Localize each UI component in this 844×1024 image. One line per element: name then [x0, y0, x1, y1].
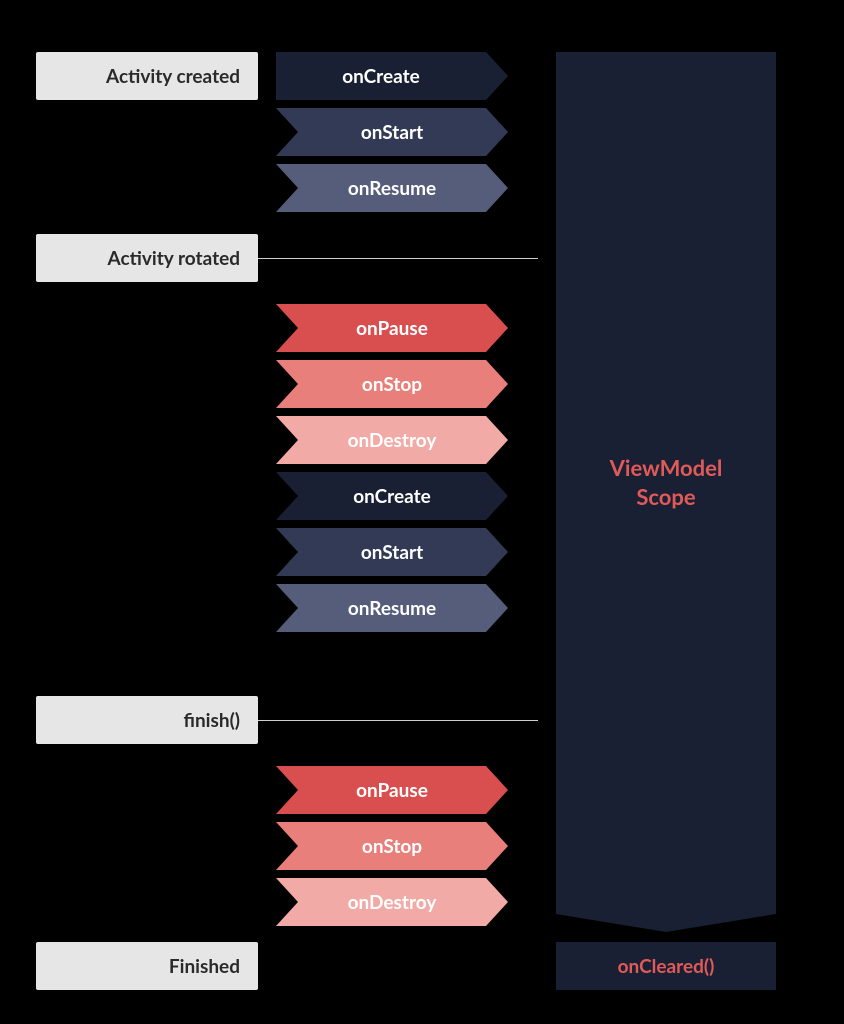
- lifecycle-arrow-label: onCreate: [342, 65, 420, 88]
- lifecycle-arrow-body: onDestroy: [276, 416, 486, 464]
- lifecycle-arrow: onStart: [276, 528, 508, 576]
- divider-line: [258, 720, 538, 721]
- arrow-tail-notch: [276, 584, 298, 632]
- arrow-tail-notch: [276, 108, 298, 156]
- lifecycle-arrow: onDestroy: [276, 416, 508, 464]
- viewmodel-scope-tip: [556, 914, 776, 932]
- event-label-text: Activity rotated: [108, 247, 240, 270]
- lifecycle-arrow-body: onResume: [276, 164, 486, 212]
- divider-line: [258, 258, 538, 259]
- arrow-tip: [486, 304, 508, 352]
- viewmodel-scope-box: ViewModelScope: [556, 52, 776, 914]
- lifecycle-arrow-label: onResume: [348, 177, 436, 200]
- arrow-tip: [486, 360, 508, 408]
- lifecycle-arrow-label: onStop: [362, 835, 422, 858]
- lifecycle-arrow-label: onDestroy: [348, 891, 437, 914]
- lifecycle-arrow-body: onResume: [276, 584, 486, 632]
- arrow-tail-notch: [276, 416, 298, 464]
- arrow-tail-notch: [276, 472, 298, 520]
- arrow-tip: [486, 52, 508, 100]
- lifecycle-arrow-label: onDestroy: [348, 429, 437, 452]
- event-label-text: finish(): [184, 709, 240, 732]
- event-label: Activity created: [36, 52, 258, 100]
- viewmodel-scope-label-line2: Scope: [636, 483, 695, 512]
- viewmodel-scope-label-line1: ViewModel: [610, 454, 723, 483]
- lifecycle-arrow-label: onPause: [356, 317, 428, 340]
- arrow-tip: [486, 528, 508, 576]
- oncleared-label: onCleared(): [618, 955, 715, 978]
- lifecycle-arrow: onPause: [276, 766, 508, 814]
- lifecycle-arrow-label: onStart: [361, 541, 423, 564]
- lifecycle-arrow: onStop: [276, 822, 508, 870]
- arrow-tail-notch: [276, 528, 298, 576]
- arrow-tail-notch: [276, 878, 298, 926]
- arrow-tip: [486, 822, 508, 870]
- lifecycle-arrow: onStart: [276, 108, 508, 156]
- arrow-tip: [486, 164, 508, 212]
- event-label: Finished: [36, 942, 258, 990]
- arrow-tip: [486, 766, 508, 814]
- event-label: finish(): [36, 696, 258, 744]
- event-label-text: Finished: [169, 955, 240, 978]
- lifecycle-arrow: onResume: [276, 584, 508, 632]
- lifecycle-arrow: onDestroy: [276, 878, 508, 926]
- lifecycle-arrow-body: onStop: [276, 822, 486, 870]
- arrow-tip: [486, 108, 508, 156]
- lifecycle-arrow-label: onResume: [348, 597, 436, 620]
- event-label: Activity rotated: [36, 234, 258, 282]
- lifecycle-arrow: onCreate: [276, 472, 508, 520]
- arrow-tip: [486, 584, 508, 632]
- event-label-text: Activity created: [106, 65, 240, 88]
- arrow-tail-notch: [276, 164, 298, 212]
- arrow-tail-notch: [276, 360, 298, 408]
- arrow-tail-notch: [276, 822, 298, 870]
- arrow-tail-notch: [276, 766, 298, 814]
- lifecycle-arrow-body: onCreate: [276, 52, 486, 100]
- lifecycle-arrow: onPause: [276, 304, 508, 352]
- lifecycle-arrow: onCreate: [276, 52, 508, 100]
- oncleared-box: onCleared(): [556, 942, 776, 990]
- lifecycle-arrow-body: onPause: [276, 304, 486, 352]
- lifecycle-arrow-body: onStart: [276, 528, 486, 576]
- lifecycle-arrow-body: onCreate: [276, 472, 486, 520]
- arrow-tip: [486, 878, 508, 926]
- lifecycle-arrow-body: onDestroy: [276, 878, 486, 926]
- arrow-tip: [486, 416, 508, 464]
- lifecycle-arrow: onStop: [276, 360, 508, 408]
- arrow-tail-notch: [276, 304, 298, 352]
- lifecycle-arrow-label: onCreate: [353, 485, 431, 508]
- lifecycle-arrow-label: onStart: [361, 121, 423, 144]
- lifecycle-arrow-body: onStart: [276, 108, 486, 156]
- arrow-tip: [486, 472, 508, 520]
- lifecycle-arrow-body: onPause: [276, 766, 486, 814]
- lifecycle-arrow-body: onStop: [276, 360, 486, 408]
- lifecycle-arrow: onResume: [276, 164, 508, 212]
- lifecycle-arrow-label: onPause: [356, 779, 428, 802]
- lifecycle-arrow-label: onStop: [362, 373, 422, 396]
